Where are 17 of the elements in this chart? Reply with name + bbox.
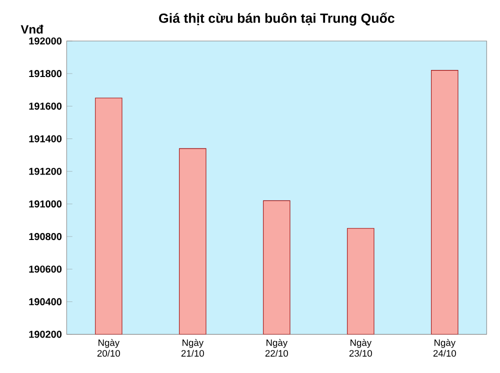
- y-tick-label: 190600: [29, 266, 62, 273]
- x-tick-label: Ngày 23/10: [349, 339, 372, 357]
- x-tick-label: Ngày 21/10: [181, 339, 204, 357]
- y-tick-label: 190800: [29, 233, 62, 240]
- chart-title: Giá thịt cừu bán buôn tại Trung Quốc: [159, 12, 394, 26]
- x-tick-label: Ngày 24/10: [433, 339, 456, 357]
- y-tick-label: 191000: [29, 200, 62, 208]
- x-tick-label: Ngày 20/10: [97, 339, 120, 357]
- y-tick-label: 191800: [29, 70, 62, 78]
- x-tick-label: Ngày 22/10: [265, 339, 288, 357]
- y-tick-label: 190400: [29, 298, 62, 306]
- y-axis-title: Vnđ: [20, 24, 44, 34]
- y-tick-label: 190200: [29, 330, 62, 338]
- y-tick-label: 191600: [29, 102, 62, 110]
- y-tick-label: 192000: [29, 37, 62, 45]
- y-tick-label: 191200: [29, 168, 62, 175]
- y-tick-label: 191400: [29, 135, 62, 142]
